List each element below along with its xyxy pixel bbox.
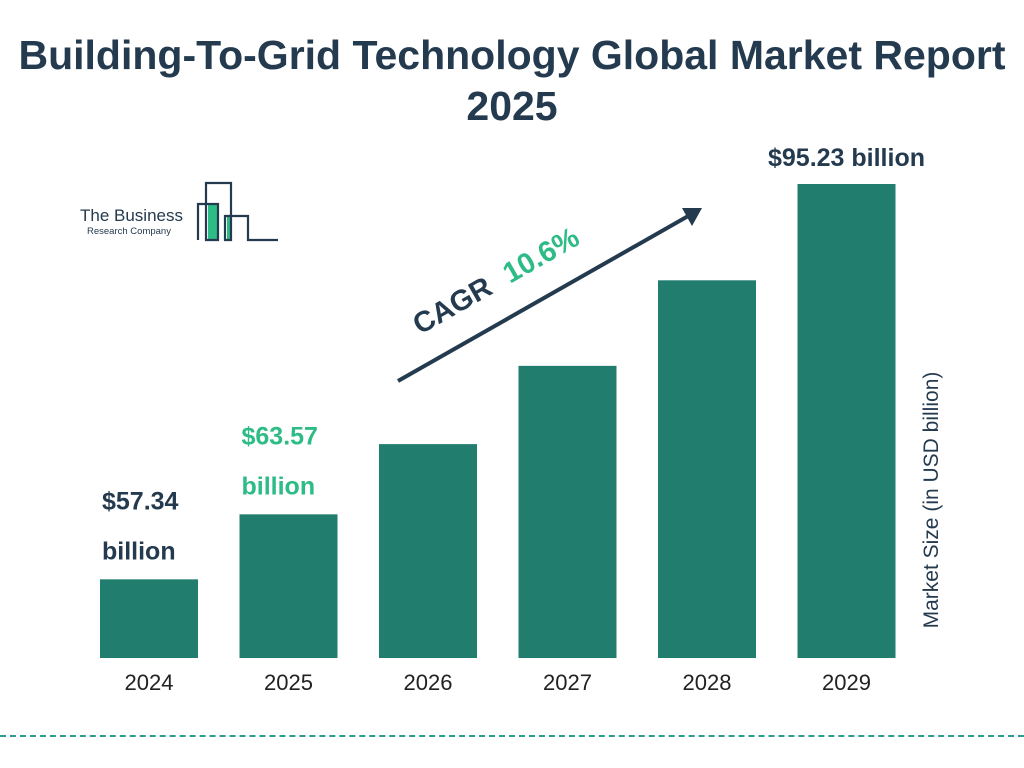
- cagr-annotation: CAGR 10.6%: [397, 208, 702, 383]
- logo-buildings-icon: [196, 181, 278, 242]
- cagr-arrow-line: [397, 213, 691, 383]
- chart-title: Building-To-Grid Technology Global Marke…: [18, 32, 1006, 129]
- bar-2026: [379, 444, 477, 658]
- y-axis-label: Market Size (in USD billion): [920, 371, 943, 629]
- data-label-2025: $63.57: [242, 422, 318, 450]
- logo-text-line1: The Business: [80, 206, 183, 225]
- bar-2024: [100, 579, 198, 658]
- x-tick-label: 2026: [404, 670, 453, 695]
- x-tick-label: 2028: [683, 670, 732, 695]
- bar-2028: [658, 280, 756, 658]
- x-tick-label: 2029: [822, 670, 871, 695]
- data-label-2024-line2: billion: [102, 537, 176, 565]
- bar-2027: [518, 365, 617, 658]
- data-label-2029: $95.23 billion: [768, 144, 925, 172]
- x-tick-label: 2024: [125, 670, 174, 695]
- company-logo: The Business Research Company: [78, 180, 288, 245]
- bar-2025: [239, 514, 338, 658]
- data-label-2024: $57.34: [102, 487, 179, 515]
- logo-text-line2: Research Company: [87, 226, 171, 237]
- x-tick-label: 2027: [543, 670, 592, 695]
- cagr-arrow-head: [682, 208, 702, 226]
- cagr-value: 10.6%: [498, 221, 585, 290]
- dashed-divider: [0, 735, 1024, 737]
- x-tick-label: 2025: [264, 670, 313, 695]
- bar-2029: [797, 184, 896, 658]
- data-label-2025-line2: billion: [242, 472, 316, 500]
